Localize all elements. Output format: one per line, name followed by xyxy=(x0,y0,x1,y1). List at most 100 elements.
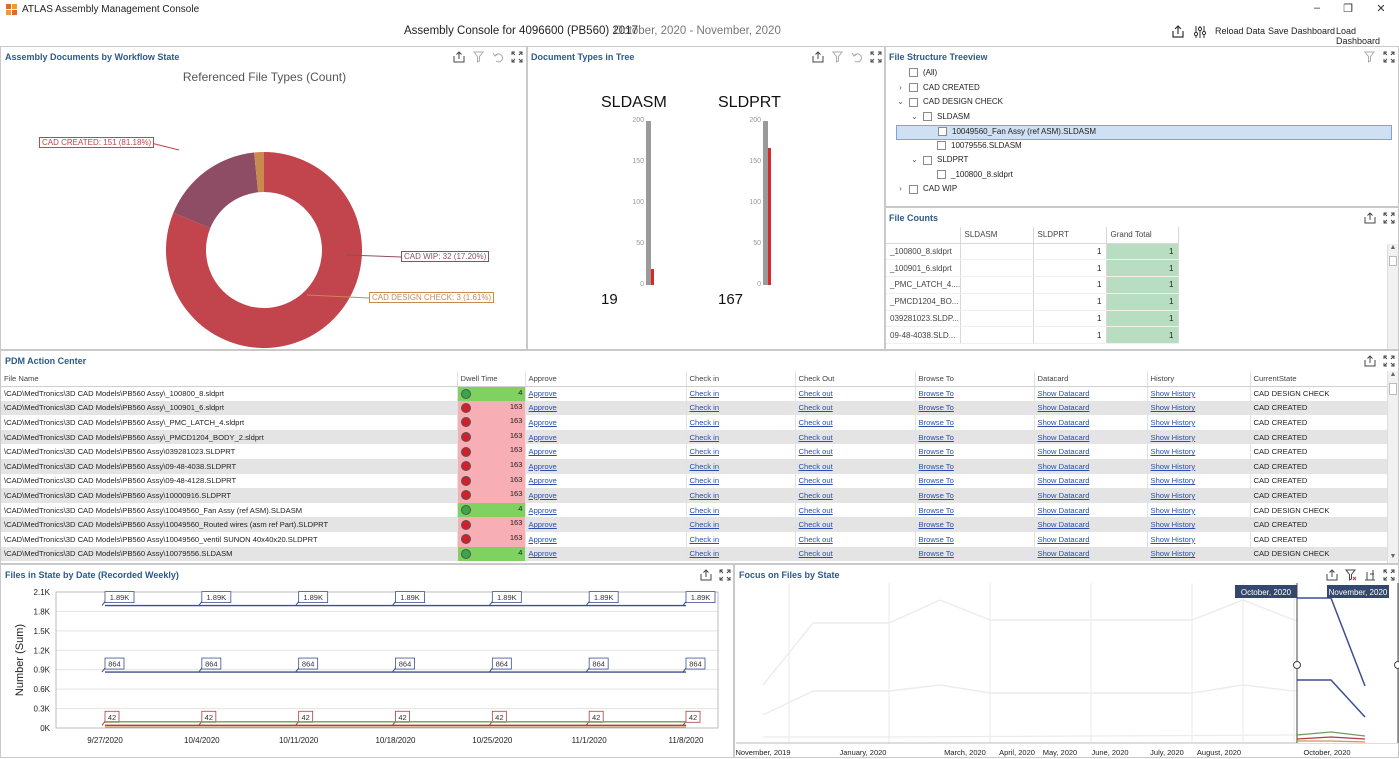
checkbox[interactable] xyxy=(923,112,932,121)
checkbox[interactable] xyxy=(909,68,918,77)
check-in-link[interactable]: Check in xyxy=(690,403,720,412)
table-row[interactable]: \CAD\MedTronics\3D CAD Models\PB560 Assy… xyxy=(1,401,1387,416)
browse-to-link[interactable]: Browse To xyxy=(919,433,954,442)
check-out-link[interactable]: Check out xyxy=(799,520,833,529)
browse-to-link[interactable]: Browse To xyxy=(919,506,954,515)
check-in-link[interactable]: Check in xyxy=(690,491,720,500)
show-datacard-link[interactable]: Show Datacard xyxy=(1038,389,1090,398)
close-icon[interactable]: ✕ xyxy=(1373,2,1389,16)
approve-link[interactable]: Approve xyxy=(529,418,557,427)
check-in-link[interactable]: Check in xyxy=(690,506,720,515)
table-row[interactable]: \CAD\MedTronics\3D CAD Models\PB560 Assy… xyxy=(1,459,1387,474)
checkbox[interactable] xyxy=(909,83,918,92)
export-icon[interactable] xyxy=(812,51,824,63)
browse-to-link[interactable]: Browse To xyxy=(919,535,954,544)
show-history-link[interactable]: Show History xyxy=(1151,403,1196,412)
browse-to-link[interactable]: Browse To xyxy=(919,520,954,529)
show-history-link[interactable]: Show History xyxy=(1151,476,1196,485)
export-icon[interactable] xyxy=(1364,355,1376,367)
browse-to-link[interactable]: Browse To xyxy=(919,549,954,558)
clear-filter-icon[interactable] xyxy=(1364,51,1376,63)
column-header[interactable]: SLDPRT xyxy=(1033,227,1106,243)
approve-link[interactable]: Approve xyxy=(529,549,557,558)
load-dashboard-button[interactable]: Load Dashboard xyxy=(1336,26,1399,46)
column-header[interactable]: Browse To xyxy=(915,371,1034,386)
table-row[interactable]: \CAD\MedTronics\3D CAD Models\PB560 Assy… xyxy=(1,386,1387,401)
show-datacard-link[interactable]: Show Datacard xyxy=(1038,462,1090,471)
tree-node[interactable]: ›CAD CREATED xyxy=(896,82,1396,97)
check-out-link[interactable]: Check out xyxy=(799,491,833,500)
table-row[interactable]: \CAD\MedTronics\3D CAD Models\PB560 Assy… xyxy=(1,488,1387,503)
table-row[interactable]: \CAD\MedTronics\3D CAD Models\PB560 Assy… xyxy=(1,532,1387,547)
clear-filter-icon[interactable] xyxy=(832,51,844,63)
tree-node[interactable]: 10079556.SLDASM xyxy=(896,140,1396,155)
show-datacard-link[interactable]: Show Datacard xyxy=(1038,549,1090,558)
column-header[interactable]: History xyxy=(1147,371,1250,386)
check-in-link[interactable]: Check in xyxy=(690,476,720,485)
approve-link[interactable]: Approve xyxy=(529,433,557,442)
show-datacard-link[interactable]: Show Datacard xyxy=(1038,433,1090,442)
check-in-link[interactable]: Check in xyxy=(690,447,720,456)
focus-range[interactable] xyxy=(1297,583,1398,743)
checkbox[interactable] xyxy=(909,98,918,107)
range-grip[interactable] xyxy=(1395,662,1399,669)
tree-node[interactable]: ⌄CAD DESIGN CHECK xyxy=(896,96,1396,111)
column-header[interactable]: Approve xyxy=(525,371,686,386)
range-grip[interactable] xyxy=(1294,662,1301,669)
check-in-link[interactable]: Check in xyxy=(690,389,720,398)
browse-to-link[interactable]: Browse To xyxy=(919,403,954,412)
check-out-link[interactable]: Check out xyxy=(799,506,833,515)
chevron-right-icon[interactable]: › xyxy=(896,82,905,94)
check-out-link[interactable]: Check out xyxy=(799,433,833,442)
column-header[interactable] xyxy=(886,227,960,243)
check-out-link[interactable]: Check out xyxy=(799,403,833,412)
checkbox[interactable] xyxy=(937,141,946,150)
show-history-link[interactable]: Show History xyxy=(1151,535,1196,544)
donut-slice[interactable] xyxy=(173,153,258,229)
chevron-down-icon[interactable]: ⌄ xyxy=(910,111,919,123)
column-header[interactable]: File Name xyxy=(1,371,457,386)
show-history-link[interactable]: Show History xyxy=(1151,447,1196,456)
check-out-link[interactable]: Check out xyxy=(799,389,833,398)
show-datacard-link[interactable]: Show Datacard xyxy=(1038,520,1090,529)
check-out-link[interactable]: Check out xyxy=(799,462,833,471)
table-row[interactable]: \CAD\MedTronics\3D CAD Models\PB560 Assy… xyxy=(1,415,1387,430)
column-header[interactable]: Dwell Time xyxy=(457,371,525,386)
maximize-icon[interactable] xyxy=(1383,355,1395,367)
approve-link[interactable]: Approve xyxy=(529,389,557,398)
show-history-link[interactable]: Show History xyxy=(1151,491,1196,500)
checkbox[interactable] xyxy=(938,127,947,136)
approve-link[interactable]: Approve xyxy=(529,520,557,529)
show-datacard-link[interactable]: Show Datacard xyxy=(1038,447,1090,456)
browse-to-link[interactable]: Browse To xyxy=(919,447,954,456)
check-out-link[interactable]: Check out xyxy=(799,549,833,558)
maximize-icon[interactable] xyxy=(1383,212,1395,224)
approve-link[interactable]: Approve xyxy=(529,403,557,412)
maximize-icon[interactable] xyxy=(870,51,882,63)
show-datacard-link[interactable]: Show Datacard xyxy=(1038,476,1090,485)
show-datacard-link[interactable]: Show Datacard xyxy=(1038,506,1090,515)
approve-link[interactable]: Approve xyxy=(529,491,557,500)
tree-node[interactable]: 10049560_Fan Assy (ref ASM).SLDASM xyxy=(896,125,1392,140)
export-icon[interactable] xyxy=(1171,25,1185,39)
tree-node[interactable]: ›CAD WIP xyxy=(896,183,1396,198)
table-row[interactable]: \CAD\MedTronics\3D CAD Models\PB560 Assy… xyxy=(1,474,1387,489)
show-history-link[interactable]: Show History xyxy=(1151,433,1196,442)
undo-icon[interactable] xyxy=(851,51,863,63)
tree-node[interactable]: (All) xyxy=(896,67,1396,82)
checkbox[interactable] xyxy=(923,156,932,165)
checkbox[interactable] xyxy=(909,185,918,194)
check-out-link[interactable]: Check out xyxy=(799,418,833,427)
parameters-icon[interactable] xyxy=(1193,25,1207,39)
show-datacard-link[interactable]: Show Datacard xyxy=(1038,403,1090,412)
tree-node[interactable]: ⌄SLDASM xyxy=(896,111,1396,126)
check-in-link[interactable]: Check in xyxy=(690,549,720,558)
save-dashboard-button[interactable]: Save Dashboard xyxy=(1268,26,1335,36)
export-icon[interactable] xyxy=(1364,212,1376,224)
vertical-scrollbar[interactable]: ▲ xyxy=(1387,244,1398,349)
